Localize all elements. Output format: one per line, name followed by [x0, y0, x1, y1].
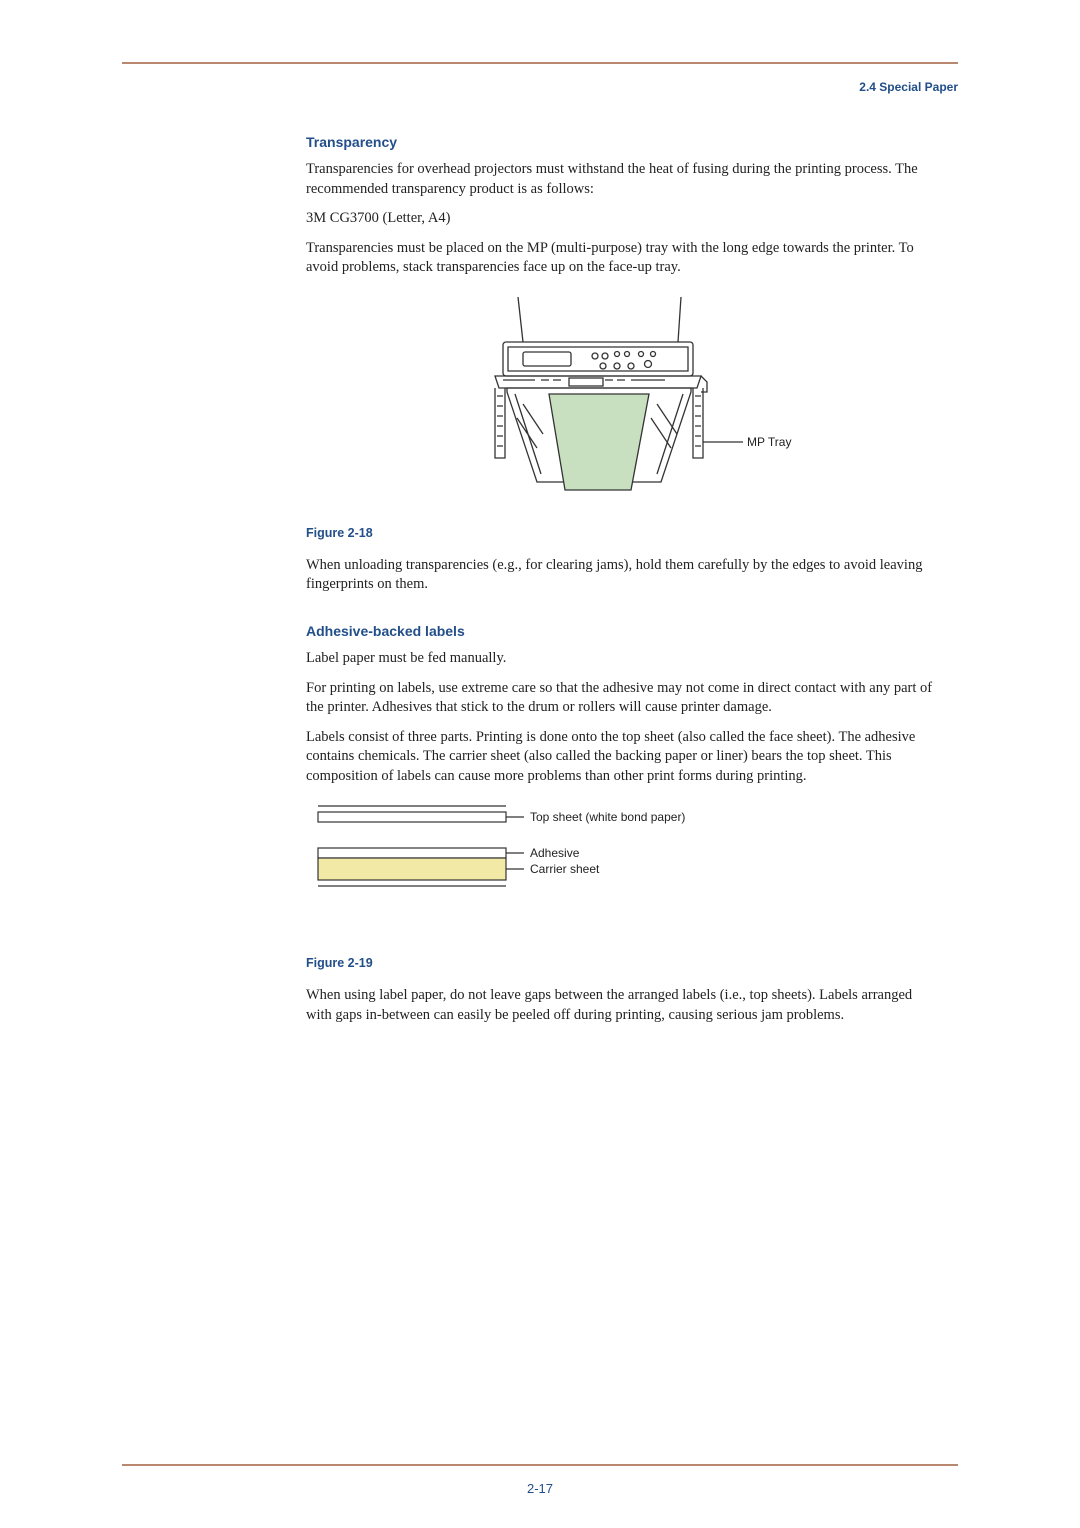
figure-2-19-caption: Figure 2-19: [306, 956, 940, 970]
transparency-p3: Transparencies must be placed on the MP …: [306, 239, 940, 278]
label-topsheet-text: Top sheet (white bond paper): [530, 810, 685, 824]
transparency-p4: When unloading transparencies (e.g., for…: [306, 556, 940, 595]
label-adhesive-text: Adhesive: [530, 846, 580, 860]
labels-p2: For printing on labels, use extreme care…: [306, 679, 940, 718]
labels-p3: Labels consist of three parts. Printing …: [306, 728, 940, 787]
header-section: 2.4 Special Paper: [859, 80, 958, 94]
footer-page-number: 2-17: [0, 1481, 1080, 1496]
labels-p4: When using label paper, do not leave gap…: [306, 986, 940, 1025]
page-content: Transparency Transparencies for overhead…: [306, 134, 940, 1035]
transparency-p2: 3M CG3700 (Letter, A4): [306, 209, 940, 229]
transparency-p1: Transparencies for overhead projectors m…: [306, 160, 940, 199]
labels-p1: Label paper must be fed manually.: [306, 649, 940, 669]
figure-2-18-caption: Figure 2-18: [306, 526, 940, 540]
label-layers-figure: Top sheet (white bond paper) Adhesive Ca…: [306, 798, 736, 918]
bottom-rule: [122, 1464, 958, 1466]
top-rule: [122, 62, 958, 64]
mp-tray-label: MP Tray: [747, 435, 791, 449]
labels-heading: Adhesive-backed labels: [306, 623, 940, 639]
printer-figure: MP Tray: [453, 292, 793, 512]
transparency-heading: Transparency: [306, 134, 940, 150]
label-carrier-text: Carrier sheet: [530, 862, 600, 876]
